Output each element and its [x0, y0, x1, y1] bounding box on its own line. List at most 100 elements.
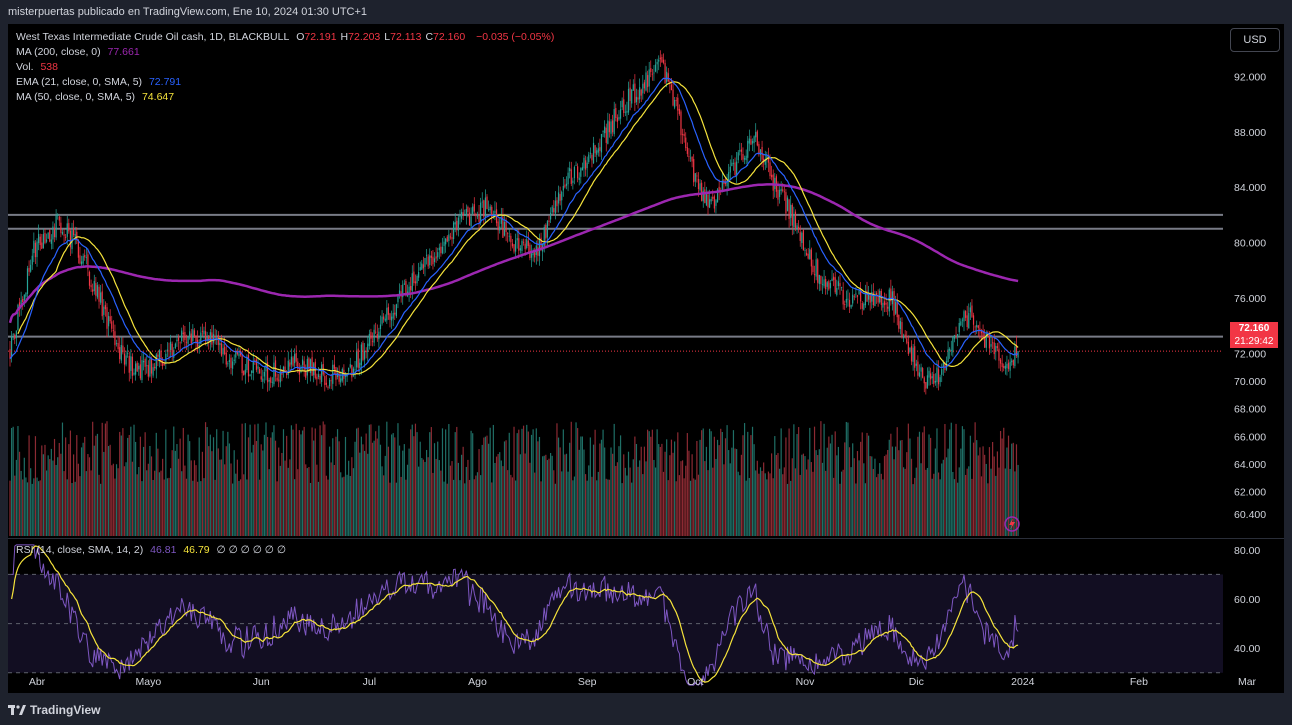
candle-body	[279, 371, 281, 383]
volume-bar	[596, 480, 598, 536]
candle-body	[179, 342, 181, 344]
price-tick-label: 84.000	[1234, 182, 1266, 194]
candle-body	[220, 343, 223, 356]
candle-body	[600, 133, 603, 153]
volume-bar	[321, 435, 323, 536]
candle-body	[416, 276, 418, 284]
candle-body	[863, 303, 865, 310]
currency-button[interactable]: USD	[1230, 28, 1280, 52]
volume-bar	[58, 442, 60, 536]
candle-body	[438, 247, 440, 251]
legend-rsi[interactable]: RSI (14, close, SMA, 14, 2) 46.81 46.79 …	[16, 544, 290, 556]
volume-bar	[359, 452, 361, 536]
candle-body	[189, 331, 191, 337]
volume-bar	[298, 430, 300, 536]
volume-bar	[127, 437, 129, 536]
candle-body	[491, 206, 493, 218]
volume-bar	[483, 437, 485, 536]
candle-body	[95, 283, 97, 296]
volume-bar	[184, 465, 186, 536]
candle-body	[826, 282, 828, 287]
candle-body	[818, 274, 820, 285]
volume-bar	[459, 480, 461, 536]
candle-body	[68, 223, 70, 232]
candle-body	[712, 196, 714, 199]
candle-body	[654, 64, 657, 72]
candle-body	[411, 273, 413, 292]
volume-bar	[227, 431, 229, 536]
candle-body	[10, 336, 13, 358]
volume-bar	[936, 428, 938, 536]
candle-body	[42, 234, 44, 249]
volume-bar	[63, 471, 65, 536]
candle-body	[100, 292, 102, 303]
volume-bar	[963, 429, 965, 536]
candle-body	[294, 354, 296, 364]
volume-bar	[718, 445, 720, 536]
volume-bar	[445, 429, 447, 536]
candle-body	[766, 155, 768, 159]
volume-bar	[464, 483, 466, 536]
legend-ma200[interactable]: MA (200, close, 0) 77.661	[16, 46, 144, 58]
volume-bar	[810, 462, 812, 536]
candle-body	[518, 238, 520, 251]
candle-body	[365, 350, 367, 353]
tradingview-branding[interactable]: TradingView	[8, 703, 100, 717]
volume-bar	[395, 482, 397, 536]
volume-bar	[901, 440, 903, 536]
volume-bar	[759, 467, 762, 536]
volume-bar	[686, 433, 688, 536]
candle-body	[333, 364, 335, 369]
candle-body	[855, 293, 857, 295]
candle-body	[736, 161, 738, 177]
candle-body	[163, 363, 165, 365]
volume-bar	[842, 469, 844, 536]
volume-bar	[556, 423, 558, 536]
volume-bar	[751, 426, 754, 536]
candle-body	[408, 286, 410, 294]
candle-body	[828, 281, 830, 290]
candle-body	[715, 200, 717, 206]
volume-bar	[489, 427, 491, 536]
volume-bar	[270, 437, 272, 536]
volume-bar	[546, 460, 549, 536]
candle-body	[270, 377, 272, 383]
volume-bar	[872, 468, 874, 536]
volume-bar	[623, 454, 625, 536]
candle-body	[456, 220, 458, 231]
candle-body	[618, 117, 620, 120]
candle-body	[473, 204, 475, 212]
volume-bar	[840, 471, 843, 536]
candle-body	[233, 359, 235, 362]
volume-bar	[122, 428, 124, 536]
volume-bar	[222, 430, 224, 536]
candle-body	[645, 72, 647, 91]
candle-body	[475, 213, 477, 216]
volume-bar	[984, 454, 986, 536]
candle-body	[370, 331, 372, 339]
volume-bar	[794, 468, 797, 536]
candle-body	[225, 352, 227, 365]
symbol-title[interactable]: West Texas Intermediate Crude Oil cash, …	[16, 31, 290, 43]
volume-bar	[252, 444, 254, 536]
volume-bar	[152, 479, 154, 536]
volume-bar	[855, 483, 857, 536]
legend-ema21[interactable]: EMA (21, close, 0, SMA, 5) 72.791	[16, 76, 185, 88]
volume-bar	[327, 479, 329, 536]
candle-body	[192, 329, 194, 342]
volume-bar	[362, 444, 364, 536]
legend-volume[interactable]: Vol. 538	[16, 61, 62, 73]
candle-body	[446, 236, 448, 242]
candle-body	[767, 155, 770, 163]
volume-bar	[282, 429, 285, 536]
volume-bar	[379, 444, 382, 536]
price-tick-label: 66.000	[1234, 431, 1266, 443]
volume-bar	[551, 455, 553, 536]
volume-bar	[952, 471, 954, 536]
candle-body	[198, 345, 200, 348]
volume-bar	[836, 455, 838, 536]
legend-ma50[interactable]: MA (50, close, 0, SMA, 5) 74.647	[16, 91, 178, 103]
volume-bar	[263, 434, 265, 536]
volume-bar	[565, 453, 568, 536]
